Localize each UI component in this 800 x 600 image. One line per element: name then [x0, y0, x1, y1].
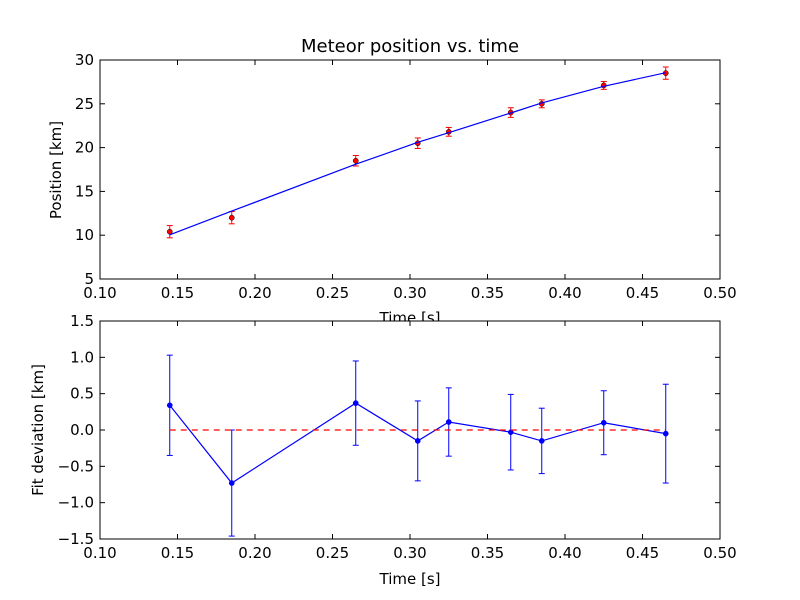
- data-point: [352, 157, 359, 164]
- position-plot-xtick-label: 0.20: [238, 284, 271, 302]
- position-plot-xtick-label: 0.15: [161, 284, 194, 302]
- position-plot-xtick-label: 0.10: [83, 284, 116, 302]
- position-plot-xtick-label: 0.50: [703, 284, 736, 302]
- deviation-plot-ticks: 0.10 0.15 0.20 0.25 0.30 0.35 0.40 0.45 0.50 −1.5…: [58, 312, 737, 562]
- data-point: [538, 438, 545, 444]
- deviation-plot-xtick-label: 0.35: [471, 544, 504, 562]
- position-plot: Meteor position vs. time Time [s] Positi…: [47, 36, 737, 327]
- deviation-plot-ytick-label: 0.5: [70, 385, 94, 403]
- deviation-plot-ytick-label: −1.5: [58, 530, 94, 548]
- data-point: [228, 214, 235, 221]
- fit-line: [169, 72, 666, 236]
- position-plot-xtick-label: 0.30: [393, 284, 426, 302]
- position-plot-xtick-label: 0.35: [471, 284, 504, 302]
- data-point: [445, 419, 452, 425]
- deviation-plot-xtick-label: 0.10: [83, 544, 116, 562]
- deviation-plot-ytick-label: 1.0: [70, 348, 94, 366]
- deviation-plot-xlabel: Time [s]: [379, 570, 441, 588]
- data-point: [600, 419, 607, 426]
- deviation-plot-xtick-label: 0.15: [161, 544, 194, 562]
- position-plot-title: Meteor position vs. time: [301, 36, 519, 57]
- deviation-plot-ytick-label: 1.5: [70, 312, 94, 330]
- data-point: [662, 430, 669, 437]
- position-plot-frame: [99, 59, 721, 280]
- deviation-plot-ylabel: Fit deviation [km]: [29, 364, 47, 496]
- position-plot-marks: [166, 66, 669, 239]
- data-point: [166, 402, 173, 409]
- position-plot-ytick-label: 20: [75, 139, 94, 157]
- deviation-plot-xtick-label: 0.20: [238, 544, 271, 562]
- deviation-plot-ytick-label: −1.0: [58, 494, 94, 512]
- data-point: [414, 438, 421, 444]
- data-point: [228, 480, 235, 486]
- deviation-plot-xtick-label: 0.45: [626, 544, 659, 562]
- deviation-plot-marks: [166, 354, 669, 537]
- position-plot-ytick-label: 30: [75, 51, 94, 69]
- position-plot-ytick-label: 25: [75, 95, 94, 113]
- deviation-plot-ytick-label: −0.5: [58, 457, 94, 475]
- position-plot-xtick-label: 0.25: [316, 284, 349, 302]
- data-point: [352, 400, 359, 406]
- position-plot-ticks: 0.10 0.15 0.20 0.25 0.30 0.35 0.40 0.45 0.50 5 10 1…: [75, 51, 737, 302]
- deviation-plot-xtick-label: 0.40: [548, 544, 581, 562]
- position-plot-ylabel: Position [km]: [47, 121, 65, 219]
- position-plot-ytick-label: 15: [75, 182, 94, 200]
- deviation-plot-ytick-label: 0.0: [70, 421, 94, 439]
- deviation-plot-xtick-label: 0.25: [316, 544, 349, 562]
- position-plot-ytick-label: 5: [84, 270, 94, 288]
- position-plot-xtick-label: 0.40: [548, 284, 581, 302]
- deviation-plot-xtick-label: 0.30: [393, 544, 426, 562]
- deviation-plot-xtick-label: 0.50: [703, 544, 736, 562]
- position-plot-xtick-label: 0.45: [626, 284, 659, 302]
- deviation-plot: Time [s] Fit deviation [km] 0.10 0.15 0.20…: [29, 312, 737, 588]
- position-plot-ytick-label: 10: [75, 226, 94, 244]
